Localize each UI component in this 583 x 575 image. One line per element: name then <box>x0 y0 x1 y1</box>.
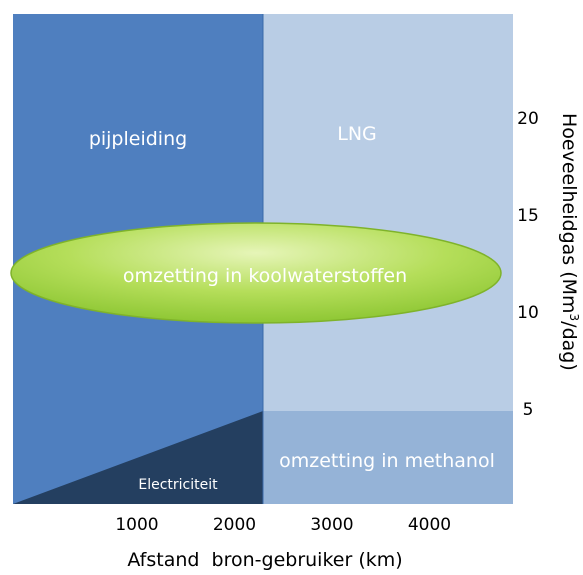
lng-region <box>263 14 513 411</box>
y-tick-label: 10 <box>517 303 539 323</box>
x-tick-label: 1000 <box>115 515 158 535</box>
electricity-label: Electriciteit <box>138 477 218 493</box>
hydrocarbons-label: omzetting in koolwaterstoffen <box>123 265 407 287</box>
electricity-region <box>13 411 263 504</box>
methanol-label: omzetting in methanol <box>279 450 495 472</box>
pipeline-label: pijpleiding <box>89 128 187 150</box>
y-tick-label: 15 <box>517 206 539 226</box>
x-tick-label: 4000 <box>408 515 451 535</box>
lng-label: LNG <box>337 123 377 145</box>
y-tick-label: 20 <box>517 109 539 129</box>
y-tick-label: 5 <box>523 400 534 420</box>
x-axis-ticks: 1000 2000 3000 4000 <box>115 515 451 535</box>
methanol-region <box>263 411 513 504</box>
hydrocarbons-ellipse <box>10 222 502 324</box>
x-axis-title: Afstand bron-gebruiker (km) <box>127 549 402 571</box>
y-axis-ticks: 5 10 15 20 <box>517 109 539 420</box>
y-axis-title-end: /dag) <box>558 321 580 371</box>
y-axis-title: Hoeveelheidgas (Mm3/dag) <box>558 113 581 371</box>
x-tick-label: 2000 <box>213 515 256 535</box>
x-tick-label: 3000 <box>310 515 353 535</box>
y-axis-title-main: Hoeveelheidgas (Mm <box>558 113 580 314</box>
y-axis-title-superscript: 3 <box>567 314 581 322</box>
